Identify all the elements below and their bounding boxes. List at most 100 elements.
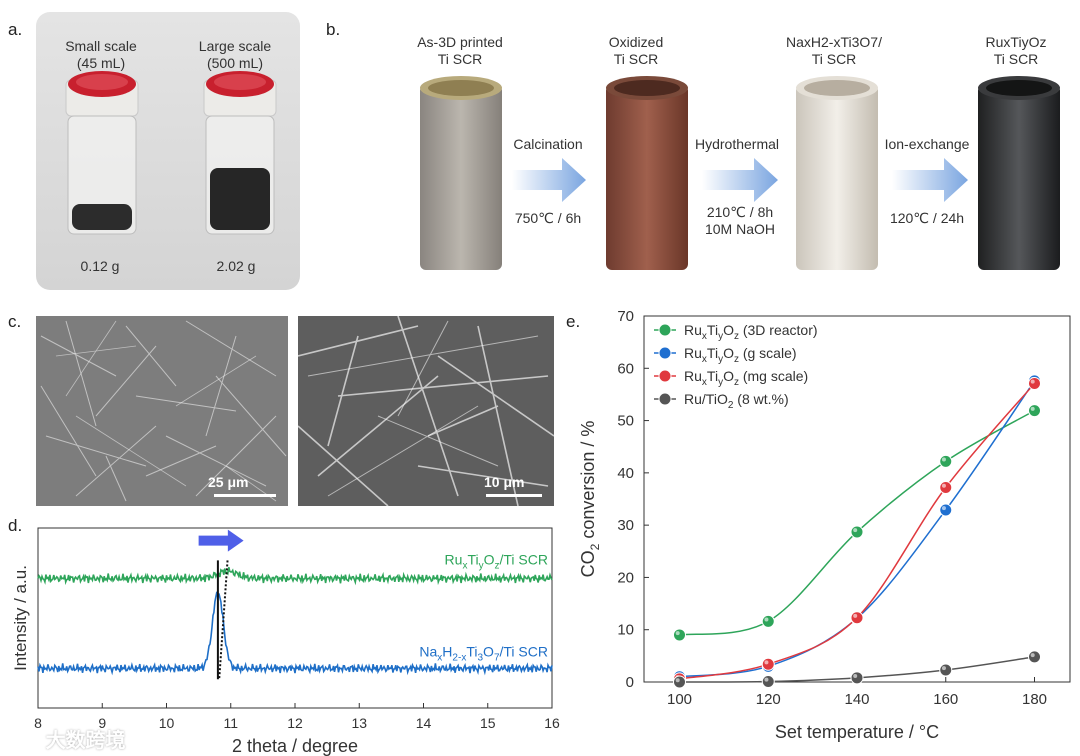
- hydrothermal-condition-1: 210℃ / 8h: [706, 204, 774, 220]
- scale-bar-right: [486, 494, 542, 497]
- small-scale-label: Small scale: [65, 38, 137, 54]
- sem-image-left: 25 μm: [36, 316, 288, 506]
- xrd-y-axis-label: Intensity / a.u.: [11, 565, 30, 671]
- co2-x-tick-label: 120: [756, 691, 781, 708]
- co2-point-highlight: [941, 666, 946, 671]
- xrd-x-ticks: 8 9 10 11 12 13 14 15 16: [34, 703, 560, 731]
- stage4-line2: Ti SCR: [993, 51, 1039, 67]
- panel-label-d: d.: [8, 516, 23, 535]
- co2-point-series-0: [761, 614, 775, 628]
- panel-label-c: c.: [8, 312, 22, 331]
- panel-label-e: e.: [566, 312, 581, 331]
- hydrothermal-arrow: [702, 158, 778, 202]
- co2-point-highlight: [1030, 379, 1035, 384]
- xrd-tick-label: 15: [480, 715, 496, 731]
- co2-point-series-3: [673, 675, 686, 689]
- co2-legend-label: Rux​Tiy​Oz​ (mg scale): [684, 368, 808, 388]
- xrd-tick-label: 16: [544, 715, 560, 731]
- co2-point-highlight: [941, 506, 946, 511]
- large-scale-label: Large scale: [198, 38, 272, 54]
- xrd-tick-label: 10: [159, 715, 175, 731]
- ru-titanate-cylinder: [978, 76, 1060, 270]
- co2-point-series-3: [939, 663, 953, 677]
- ion-exchange-arrow: [892, 158, 968, 202]
- scale-bar-left: [214, 494, 276, 497]
- co2-point-highlight: [853, 613, 858, 618]
- small-scale-title: Small scale (45 mL): [46, 38, 156, 72]
- xrd-tick-label: 9: [98, 715, 106, 731]
- xrd-series-ru: [37, 567, 553, 586]
- co2-legend-label: Ru/TiO2​ (8 wt.%): [684, 391, 789, 411]
- co2-point-highlight: [675, 678, 680, 683]
- ti-scr-cylinder: [420, 76, 502, 270]
- co2-point-highlight: [941, 457, 946, 462]
- co2-point-highlight: [941, 483, 946, 488]
- stage2-line1: Oxidized: [608, 34, 664, 50]
- co2-y-axis-label: CO2 conversion / %: [578, 421, 602, 578]
- small-scale-volume: (45 mL): [76, 55, 126, 71]
- co2-point-series-0: [1028, 404, 1041, 418]
- co2-legend-marker: [658, 369, 672, 383]
- hydrothermal-condition-2: 10M NaOH: [704, 221, 776, 237]
- co2-conversion-chart: 100 120 140 160 180 0 10 20 30 40 50 60 70 Rux​Tiy​O…: [578, 308, 1071, 742]
- co2-y-tick-label: 20: [617, 569, 634, 586]
- xrd-chart: 8 9 10 11 12 13 14 15 16 Rux​Tiy​Oz​/Ti SCR Nax​…: [11, 527, 560, 756]
- co2-point-series-2: [761, 657, 775, 671]
- xrd-x-axis-label: 2 theta / degree: [232, 736, 358, 756]
- co2-y-tick-label: 40: [617, 465, 634, 482]
- hydrothermal-label: Hydrothermal: [694, 136, 780, 152]
- xrd-series-na: [37, 591, 553, 676]
- stage4-line1: RuxTiyOz: [985, 34, 1047, 50]
- co2-legend-marker: [658, 392, 672, 406]
- co2-y-tick-label: 60: [617, 360, 634, 377]
- calcination-label: Calcination: [513, 136, 583, 152]
- scale-label-left: 25 μm: [208, 474, 249, 490]
- co2-legend-label: Rux​Tiy​Oz​ (3D reactor): [684, 322, 818, 342]
- watermark-text: 大数跨境: [45, 730, 126, 752]
- ion-exchange-condition: 120℃ / 24h: [889, 210, 965, 226]
- co2-y-tick-label: 0: [626, 674, 634, 691]
- co2-axis-ticks: 100 120 140 160 180 0 10 20 30 40 50 60 70: [617, 308, 1047, 708]
- co2-point-series-0: [850, 525, 864, 539]
- co2-x-tick-label: 180: [1022, 691, 1047, 708]
- panel-label-b: b.: [326, 20, 341, 39]
- co2-y-tick-label: 10: [617, 622, 634, 639]
- co2-point-highlight: [764, 677, 769, 682]
- stage1-title: As-3D printed Ti SCR: [390, 34, 530, 68]
- co2-point-series-2: [850, 611, 864, 625]
- ion-exchange-label: Ion-exchange: [884, 136, 970, 152]
- oxidized-cylinder: [606, 76, 688, 270]
- co2-legend-label: Rux​Tiy​Oz​ (g scale): [684, 345, 797, 365]
- sem-image-right: 10 μm: [298, 316, 554, 506]
- co2-y-tick-label: 30: [617, 517, 634, 534]
- co2-x-axis-label: Set temperature / °C: [775, 722, 939, 742]
- stage2-line2: Ti SCR: [613, 51, 659, 67]
- xrd-label-na: Nax​H2-x​Ti3​O7​/Ti SCR: [419, 643, 548, 663]
- co2-point-highlight: [764, 660, 769, 665]
- co2-point-series-2: [1028, 376, 1041, 390]
- vials-photo: [36, 12, 300, 290]
- co2-legend: Rux​Tiy​Oz​ (3D reactor) Rux​Tiy​Oz​ (g s…: [654, 322, 818, 411]
- stage3-line1: NaxH2-xTi3O7/: [786, 34, 882, 50]
- xrd-shift-arrow: [198, 529, 244, 552]
- panel-label-a: a.: [8, 20, 23, 39]
- co2-x-tick-label: 160: [933, 691, 958, 708]
- co2-y-tick-label: 70: [617, 308, 634, 325]
- co2-data-points: [673, 374, 1041, 689]
- sem-texture-right: [298, 316, 554, 506]
- xrd-tick-label: 14: [416, 715, 432, 731]
- co2-y-tick-label: 50: [617, 413, 634, 430]
- co2-point-series-0: [673, 628, 686, 642]
- co2-point-highlight: [853, 674, 858, 679]
- calcination-condition: 750℃ / 6h: [514, 210, 582, 226]
- large-scale-volume: (500 mL): [206, 55, 264, 71]
- xrd-tick-label: 13: [351, 715, 367, 731]
- large-mass-label: 2.02 g: [216, 258, 256, 274]
- co2-point-series-3: [850, 671, 864, 685]
- co2-point-series-3: [1028, 650, 1041, 664]
- xrd-tick-label: 8: [34, 715, 42, 731]
- stage2-title: Oxidized Ti SCR: [576, 34, 696, 68]
- co2-curve-series-2: [679, 382, 1036, 680]
- co2-legend-marker: [658, 346, 672, 360]
- co2-point-highlight: [1030, 653, 1035, 658]
